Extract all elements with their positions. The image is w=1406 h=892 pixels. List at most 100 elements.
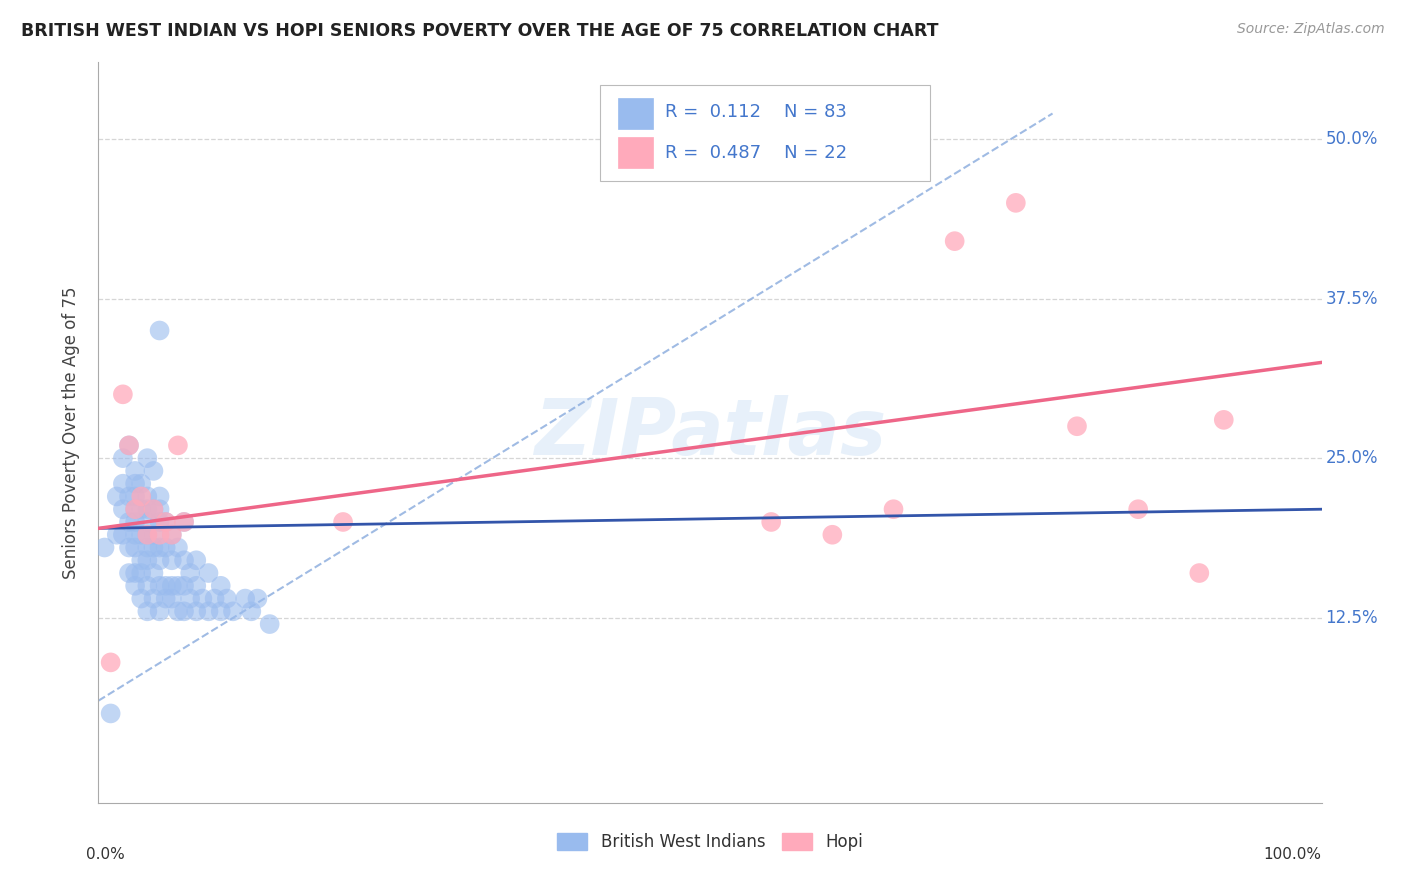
Text: 25.0%: 25.0% xyxy=(1326,450,1378,467)
Point xyxy=(111,476,134,491)
Point xyxy=(124,541,146,555)
Point xyxy=(136,451,159,466)
Point xyxy=(142,566,165,580)
Point xyxy=(160,591,183,606)
Point xyxy=(136,541,159,555)
Point xyxy=(233,591,256,606)
Point xyxy=(222,604,245,618)
Point xyxy=(129,476,152,491)
Point xyxy=(118,566,141,580)
Point xyxy=(129,566,152,580)
Point xyxy=(173,515,195,529)
Point xyxy=(149,527,172,541)
Point xyxy=(105,490,128,504)
Point xyxy=(105,527,128,541)
Point xyxy=(149,579,172,593)
Point xyxy=(173,579,195,593)
Point xyxy=(186,553,208,567)
Text: ZIPatlas: ZIPatlas xyxy=(534,394,886,471)
Legend: British West Indians, Hopi: British West Indians, Hopi xyxy=(551,826,869,857)
Point xyxy=(111,527,134,541)
Point xyxy=(186,604,208,618)
Point xyxy=(1188,566,1211,580)
Point xyxy=(136,604,159,618)
Text: R =  0.112    N = 83: R = 0.112 N = 83 xyxy=(665,103,846,121)
Text: Source: ZipAtlas.com: Source: ZipAtlas.com xyxy=(1237,22,1385,37)
Point xyxy=(259,617,281,632)
Point xyxy=(155,515,177,529)
Point xyxy=(142,541,165,555)
Point xyxy=(160,579,183,593)
Point xyxy=(332,515,354,529)
Point xyxy=(204,591,226,606)
Point xyxy=(173,553,195,567)
Point xyxy=(118,541,141,555)
Point xyxy=(167,438,190,452)
Point xyxy=(136,490,159,504)
Point xyxy=(149,604,172,618)
Point xyxy=(142,591,165,606)
Point xyxy=(149,515,172,529)
Point xyxy=(1004,195,1026,210)
Point xyxy=(179,566,201,580)
Point xyxy=(155,579,177,593)
Point xyxy=(129,502,152,516)
Point xyxy=(1066,419,1088,434)
Point xyxy=(943,234,966,248)
Point xyxy=(100,706,122,721)
Point xyxy=(142,527,165,541)
Point xyxy=(124,464,146,478)
Point xyxy=(124,566,146,580)
Point xyxy=(118,438,141,452)
Point xyxy=(124,527,146,541)
Point xyxy=(124,515,146,529)
Point xyxy=(167,579,190,593)
Point xyxy=(93,541,115,555)
FancyBboxPatch shape xyxy=(600,85,931,181)
Point xyxy=(136,579,159,593)
Point xyxy=(118,438,141,452)
Text: 0.0%: 0.0% xyxy=(86,847,125,863)
Point xyxy=(167,604,190,618)
Text: 100.0%: 100.0% xyxy=(1264,847,1322,863)
Point xyxy=(160,553,183,567)
Text: R =  0.487    N = 22: R = 0.487 N = 22 xyxy=(665,144,846,161)
Point xyxy=(186,579,208,593)
Point xyxy=(155,541,177,555)
Point xyxy=(111,451,134,466)
Point xyxy=(209,579,232,593)
Point xyxy=(136,502,159,516)
Point xyxy=(136,553,159,567)
Point xyxy=(111,387,134,401)
Point xyxy=(821,527,844,541)
Point xyxy=(883,502,905,516)
Text: 12.5%: 12.5% xyxy=(1326,608,1378,627)
Text: 50.0%: 50.0% xyxy=(1326,130,1378,148)
Text: BRITISH WEST INDIAN VS HOPI SENIORS POVERTY OVER THE AGE OF 75 CORRELATION CHART: BRITISH WEST INDIAN VS HOPI SENIORS POVE… xyxy=(21,22,939,40)
Point xyxy=(155,591,177,606)
Y-axis label: Seniors Poverty Over the Age of 75: Seniors Poverty Over the Age of 75 xyxy=(62,286,80,579)
Point xyxy=(129,591,152,606)
Point xyxy=(142,502,165,516)
Point xyxy=(191,591,214,606)
Point xyxy=(100,656,122,670)
Point xyxy=(142,502,165,516)
Point xyxy=(246,591,269,606)
Text: 37.5%: 37.5% xyxy=(1326,290,1378,308)
Point xyxy=(167,541,190,555)
Point xyxy=(160,527,183,541)
Point xyxy=(136,527,159,541)
Point xyxy=(136,527,159,541)
Point xyxy=(197,604,219,618)
Point xyxy=(129,553,152,567)
Point xyxy=(173,604,195,618)
Point xyxy=(129,527,152,541)
Point xyxy=(118,515,141,529)
Point xyxy=(215,591,238,606)
Point xyxy=(129,490,152,504)
Point xyxy=(197,566,219,580)
Point xyxy=(136,515,159,529)
Point xyxy=(149,490,172,504)
Point xyxy=(160,527,183,541)
Point xyxy=(149,502,172,516)
